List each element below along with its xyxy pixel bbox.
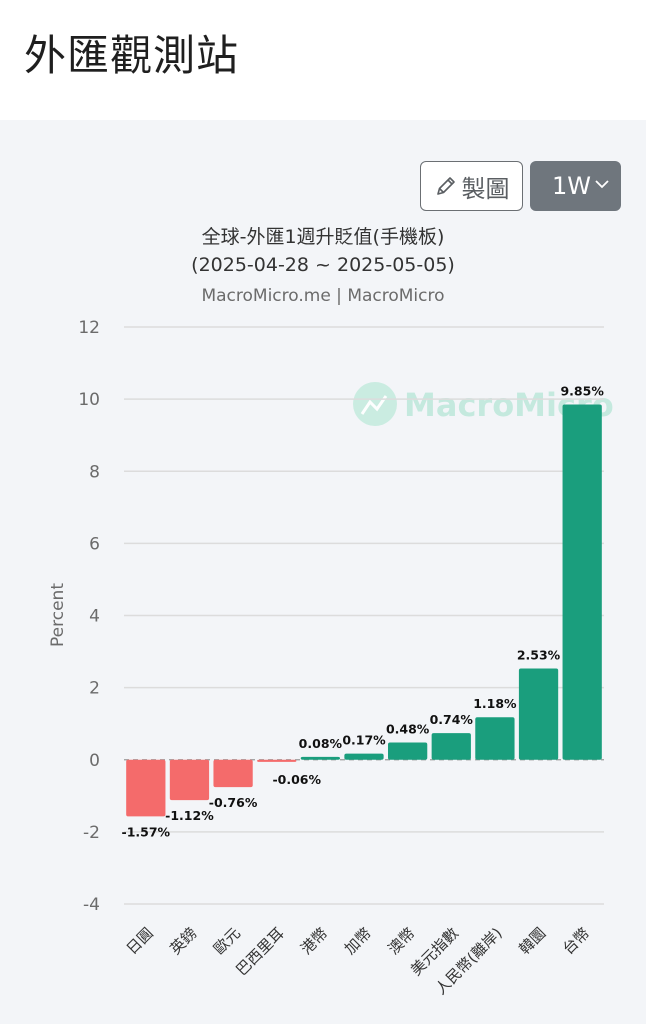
y-tick-label: 8 [89,462,100,482]
x-tick-label: 巴西里耳 [232,924,287,979]
y-tick-label: 2 [89,679,100,699]
bar [257,759,297,762]
x-tick-label: 英鎊 [166,924,200,958]
data-label: -1.57% [122,824,171,839]
x-tick-label: 澳幣 [385,924,419,958]
y-axis-ticks: 12 10 8 6 4 2 0 -2 -4 [78,318,100,915]
data-label: -1.12% [165,808,214,823]
bar [475,717,515,760]
bar [300,756,340,760]
x-tick-label: 韓圜 [515,924,549,958]
bars [126,404,602,817]
pencil-icon [436,177,455,195]
data-label: 1.18% [473,696,517,711]
data-label: 9.85% [560,384,604,399]
x-tick-label: 台幣 [559,924,593,958]
bar [388,742,428,760]
bar [562,404,602,760]
y-tick-label: 4 [89,607,100,627]
y-tick-label: -4 [83,895,100,915]
bar [126,759,166,817]
make-chart-button[interactable]: 製圖 [420,161,523,211]
x-tick-label: 港幣 [297,924,331,958]
chart-title: 全球-外匯1週升貶值(手機板) [202,226,445,248]
chart-source: MacroMicro.me | MacroMicro [201,286,444,306]
data-label: 2.53% [517,648,561,663]
page-title: 外匯觀測站 [24,31,240,80]
bar [518,668,559,760]
data-label: 0.74% [430,712,474,727]
data-label: 0.17% [342,733,386,748]
chart-subtitle: (2025-04-28 ~ 2025-05-05) [191,254,455,276]
y-tick-label: -2 [83,823,100,843]
y-tick-label: 12 [78,318,100,338]
x-tick-label: 歐元 [210,924,244,958]
page-header: 外匯觀測站 [0,0,646,120]
chevron-down-icon [595,180,609,189]
y-tick-label: 0 [89,751,100,771]
y-axis-label: Percent [48,583,68,647]
period-select-value: 1W [552,172,591,200]
macromicro-logo-icon [353,382,397,426]
data-label: -0.76% [209,795,258,810]
data-label: 0.08% [299,736,343,751]
y-tick-label: 6 [89,534,100,554]
y-tick-label: 10 [78,390,100,410]
bar [169,759,210,801]
bar [431,733,471,760]
x-tick-label: 日圓 [123,924,157,958]
chart-panel [0,120,646,1024]
data-label: 0.48% [386,721,430,736]
bar [213,759,253,788]
x-tick-label: 加幣 [341,924,375,958]
period-select[interactable]: 1W [530,161,621,211]
bar [344,753,384,760]
data-labels: -1.57%-1.12%-0.76% -0.06% 0.08% 0.17%0.48%0… [122,384,605,840]
data-label: -0.06% [272,772,321,787]
make-chart-label: 製圖 [461,174,510,203]
